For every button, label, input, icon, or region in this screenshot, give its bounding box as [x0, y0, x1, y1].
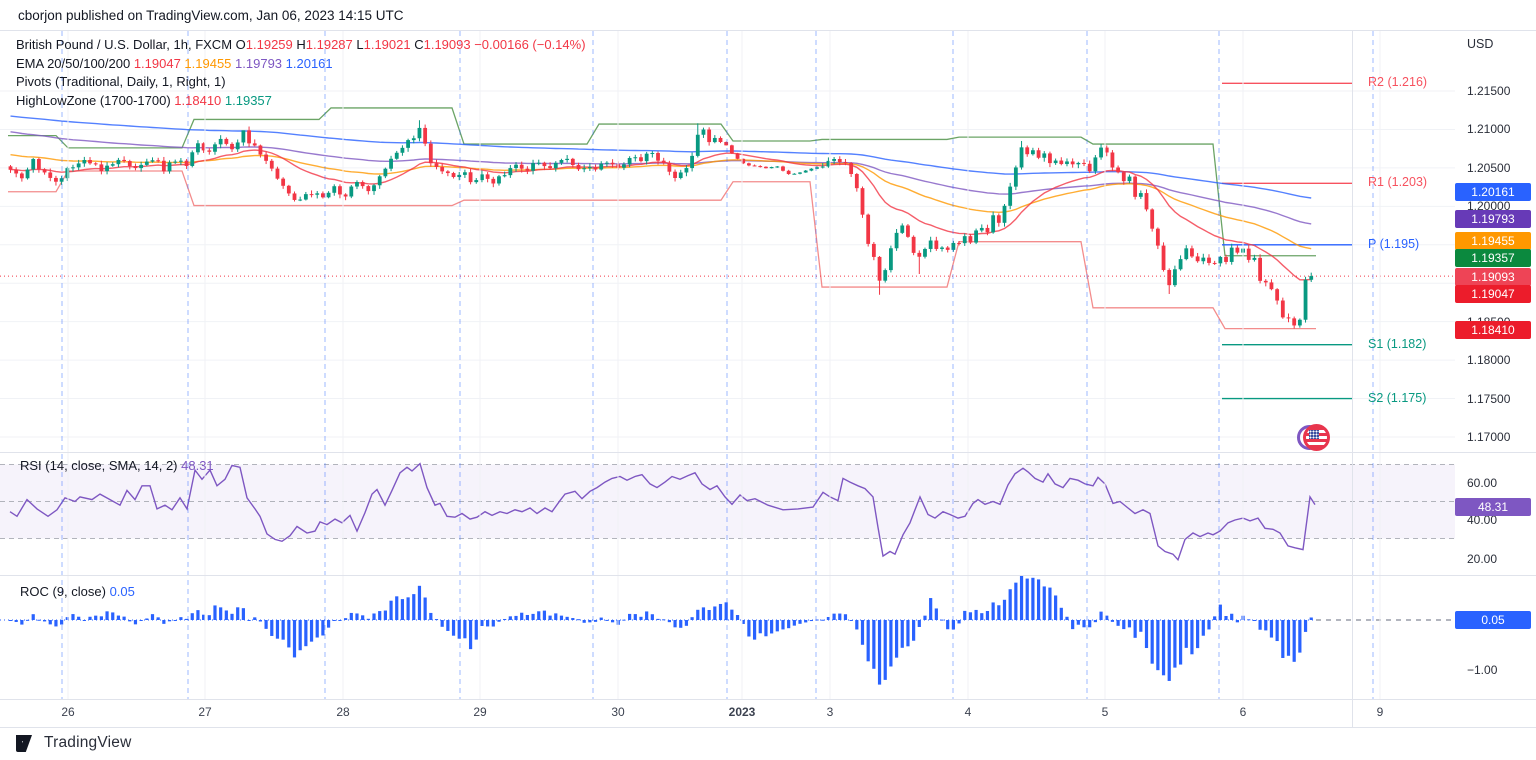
date-tick: 27 — [198, 705, 212, 719]
currency-label: USD — [1467, 37, 1494, 51]
lowzone-line — [8, 170, 1316, 330]
date-tick: 6 — [1239, 705, 1247, 719]
date-tick: 5 — [1101, 705, 1109, 719]
ema-100-line — [10, 131, 1312, 225]
indicator-tick: 40.00 — [1467, 513, 1498, 527]
date-tick: 4 — [964, 705, 972, 719]
rsi-legend-label: RSI (14, close, SMA, 14, 2) — [20, 458, 182, 473]
price-badge: 48.31 — [1455, 498, 1531, 516]
chart-legend[interactable]: British Pound / U.S. Dollar, 1h, FXCM O1… — [16, 36, 586, 110]
date-tick: 28 — [336, 705, 350, 719]
ema-50-line — [10, 154, 1312, 250]
rsi-legend-value: 48.31 — [181, 458, 214, 473]
candles-series — [8, 120, 1314, 329]
ema-200-line — [10, 115, 1312, 199]
price-tick: 1.18000 — [1467, 353, 1511, 368]
roc-legend[interactable]: ROC (9, close) 0.05 — [20, 584, 135, 599]
rsi-panel — [0, 462, 1455, 562]
tradingview-logo-text: TradingView — [44, 734, 132, 751]
price-tick: 1.17000 — [1467, 430, 1511, 444]
indicator-tick: 60.00 — [1467, 476, 1498, 490]
legend-highlowzone-row[interactable]: HighLowZone (1700-1700) 1.18410 1.19357 — [16, 92, 272, 108]
tradingview-logo-icon — [16, 734, 37, 752]
highzone-line — [8, 107, 1316, 257]
price-tick: 1.20000 — [1467, 199, 1511, 214]
price-badge: 1.18410 — [1455, 321, 1531, 339]
rsi-panel-border — [0, 452, 1536, 453]
legend-symbol-row[interactable]: British Pound / U.S. Dollar, 1h, FXCM O1… — [16, 37, 586, 52]
pivot-label: R2 (1.216) — [1368, 75, 1428, 90]
time-axis-border — [0, 699, 1536, 700]
legend-ema-row[interactable]: EMA 20/50/100/200 1.19047 1.19455 1.1979… — [16, 55, 333, 71]
main-panel — [0, 82, 1455, 438]
usd-flag-icon — [1297, 424, 1330, 451]
rsi-legend[interactable]: RSI (14, close, SMA, 14, 2) 48.31 — [20, 458, 214, 473]
ema-20-line — [10, 149, 1312, 281]
date-tick: 9 — [1376, 705, 1384, 719]
price-tick: 1.21500 — [1467, 84, 1511, 98]
pivot-label: P (1.195) — [1368, 236, 1420, 251]
price-badge: 1.19357 — [1455, 249, 1531, 267]
axis-separator — [1352, 30, 1353, 727]
roc-panel — [0, 576, 1455, 685]
roc-bars — [8, 576, 1313, 685]
tradingview-logo[interactable]: TradingView — [16, 734, 132, 752]
price-badge: 1.20161 — [1455, 183, 1531, 201]
pivot-label: R1 (1.203) — [1368, 175, 1428, 190]
price-badge: 1.19455 — [1455, 232, 1531, 250]
date-tick: 2023 — [728, 705, 756, 719]
indicator-tick: −1.00 — [1467, 663, 1498, 677]
price-badge: 1.19793 — [1455, 210, 1531, 228]
price-tick: 1.17500 — [1467, 391, 1511, 406]
indicator-tick: 20.00 — [1467, 552, 1498, 566]
date-tick: 26 — [61, 705, 75, 719]
price-tick: 1.20500 — [1467, 160, 1511, 175]
date-tick: 29 — [473, 705, 487, 719]
legend-pivots-row[interactable]: Pivots (Traditional, Daily, 1, Right, 1) — [16, 74, 226, 89]
date-tick: 3 — [826, 705, 834, 719]
price-badge: 1.19047 — [1455, 285, 1531, 303]
roc-legend-label: ROC (9, close) — [20, 584, 110, 599]
pivot-label: S1 (1.182) — [1368, 336, 1427, 351]
time-axis[interactable]: 26 27 28 29 30 2023 3 4 5 6 9 — [0, 700, 1536, 726]
price-badge: 1.19093 — [1455, 268, 1531, 286]
roc-legend-value: 0.05 — [109, 584, 135, 599]
date-tick: 30 — [611, 705, 625, 719]
pivot-label: S2 (1.175) — [1368, 390, 1427, 405]
chart-top-border — [0, 30, 1536, 31]
price-tick: 1.21000 — [1467, 122, 1511, 137]
roc-panel-border — [0, 575, 1536, 576]
bottom-border — [0, 727, 1536, 728]
publish-header: cborjon published on TradingView.com, Ja… — [18, 8, 404, 23]
rsi-line — [9, 462, 1316, 562]
price-badge: 0.05 — [1455, 611, 1531, 629]
